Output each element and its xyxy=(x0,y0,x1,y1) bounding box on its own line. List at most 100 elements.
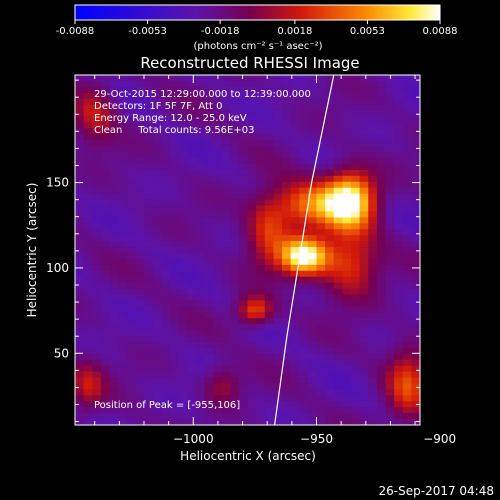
heatmap-cell xyxy=(230,312,240,319)
heatmap-cell xyxy=(368,235,378,242)
heatmap-cell xyxy=(359,318,369,325)
heatmap-cell xyxy=(92,104,102,111)
heatmap-cell xyxy=(92,258,102,266)
heatmap-cell xyxy=(83,252,93,260)
heatmap-cell xyxy=(368,146,378,153)
heatmap-cell xyxy=(247,98,257,106)
heatmap-cell xyxy=(402,205,412,212)
heatmap-cell xyxy=(126,324,136,331)
heatmap-cell xyxy=(333,217,343,224)
heatmap-cell xyxy=(152,163,162,171)
heatmap-cell xyxy=(411,217,421,224)
heatmap-cell xyxy=(230,152,240,159)
heatmap-cell xyxy=(238,419,248,426)
heatmap-cell xyxy=(152,288,162,295)
heatmap-cell xyxy=(316,104,326,111)
heatmap-cell xyxy=(230,229,240,236)
heatmap-cell xyxy=(394,193,404,200)
heatmap-cell xyxy=(394,205,404,212)
heatmap-cell xyxy=(92,229,102,236)
heatmap-cell xyxy=(83,229,93,236)
heatmap-cell xyxy=(351,92,361,100)
heatmap-cell xyxy=(282,128,292,135)
heatmap-cell xyxy=(394,122,404,129)
heatmap-cell xyxy=(299,324,309,331)
heatmap-cell xyxy=(351,169,361,177)
heatmap-cell xyxy=(100,300,110,307)
heatmap-cell xyxy=(204,276,214,284)
heatmap-cell xyxy=(135,312,145,319)
heatmap-cell xyxy=(178,122,188,129)
heatmap-cell xyxy=(264,264,274,272)
heatmap-cell xyxy=(109,300,119,307)
heatmap-cell xyxy=(135,75,145,82)
heatmap-cell xyxy=(282,318,292,325)
heatmap-cell xyxy=(368,353,378,361)
heatmap-cell xyxy=(359,270,369,278)
heatmap-cell xyxy=(204,187,214,195)
heatmap-cell xyxy=(359,217,369,224)
heatmap-cell xyxy=(187,419,197,426)
heatmap-cell xyxy=(169,175,179,183)
heatmap-cell xyxy=(135,371,145,378)
heatmap-cell xyxy=(342,211,352,218)
heatmap-cell xyxy=(351,122,361,129)
heatmap-cell xyxy=(282,247,292,254)
heatmap-cell xyxy=(394,324,404,331)
heatmap-cell xyxy=(256,146,266,153)
heatmap-cell xyxy=(92,413,102,420)
heatmap-cell xyxy=(187,175,197,183)
heatmap-cell xyxy=(195,128,205,135)
heatmap-cell xyxy=(230,122,240,129)
heatmap-cell xyxy=(109,92,119,100)
heatmap-cell xyxy=(161,341,171,349)
heatmap-cell xyxy=(152,152,162,159)
heatmap-cell xyxy=(299,235,309,242)
heatmap-cell xyxy=(290,241,300,248)
heatmap-cell xyxy=(290,270,300,278)
heatmap-cell xyxy=(325,98,335,106)
heatmap-cell xyxy=(316,80,326,88)
heatmap-cell xyxy=(238,395,248,402)
heatmap-cell xyxy=(282,152,292,159)
heatmap-cell xyxy=(230,193,240,200)
heatmap-cell xyxy=(402,341,412,349)
heatmap-cell xyxy=(169,104,179,111)
heatmap-cell xyxy=(230,318,240,325)
heatmap-cell xyxy=(195,341,205,349)
heatmap-cell xyxy=(402,104,412,111)
heatmap-cell xyxy=(92,282,102,289)
heatmap-cell xyxy=(221,211,231,218)
heatmap-cell xyxy=(256,98,266,106)
heatmap-cell xyxy=(376,146,386,153)
heatmap-cell xyxy=(135,169,145,177)
heatmap-cell xyxy=(299,110,309,117)
heatmap-cell xyxy=(290,419,300,426)
heatmap-cell xyxy=(135,193,145,200)
heatmap-cell xyxy=(394,413,404,420)
heatmap-cell xyxy=(126,294,136,301)
heatmap-cell xyxy=(394,140,404,147)
heatmap-cell xyxy=(411,104,421,111)
heatmap-cell xyxy=(75,223,85,230)
heatmap-cell xyxy=(213,288,223,295)
heatmap-cell xyxy=(195,359,205,367)
heatmap-cell xyxy=(118,288,128,295)
heatmap-cell xyxy=(307,98,317,106)
heatmap-cell xyxy=(204,252,214,260)
heatmap-cell xyxy=(385,134,395,141)
heatmap-cell xyxy=(75,383,85,390)
heatmap-cell xyxy=(152,229,162,236)
heatmap-cell xyxy=(152,264,162,272)
heatmap-cell xyxy=(247,306,257,313)
heatmap-cell xyxy=(376,282,386,289)
heatmap-cell xyxy=(169,181,179,189)
heatmap-cell xyxy=(256,395,266,402)
y-tick-label: 150 xyxy=(46,176,69,190)
heatmap-cell xyxy=(325,318,335,325)
heatmap-cell xyxy=(230,181,240,189)
heatmap-cell xyxy=(394,377,404,384)
heatmap-cell xyxy=(187,169,197,177)
heatmap-cell xyxy=(135,389,145,396)
